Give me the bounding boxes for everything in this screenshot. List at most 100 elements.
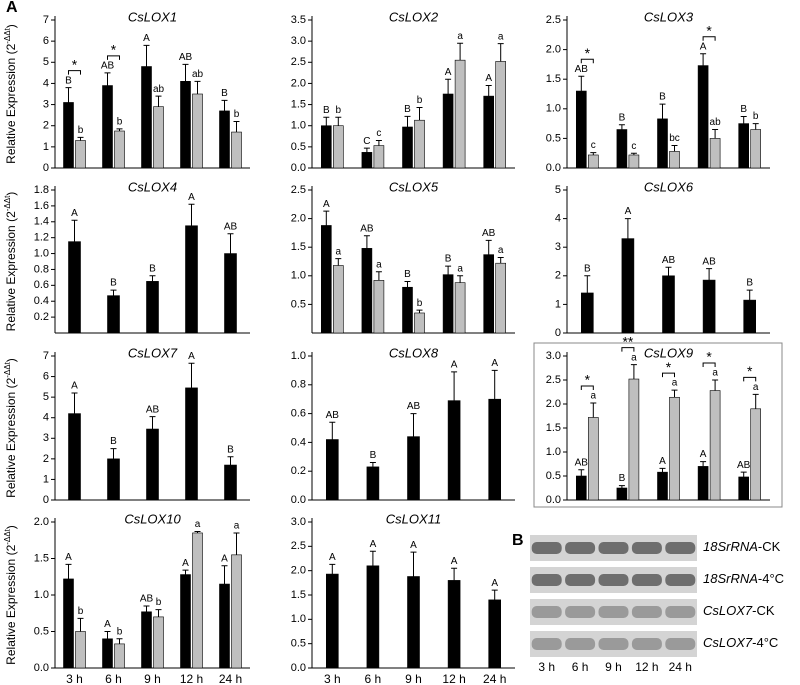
- gel-band: [665, 606, 696, 618]
- bracket: [702, 362, 716, 367]
- y-tick-label: 5: [43, 56, 49, 68]
- y-axis-label-sup: -ΔΔt: [3, 195, 12, 211]
- error-bar: [104, 631, 111, 639]
- significance-letter: b: [117, 626, 123, 637]
- error-bar: [740, 115, 747, 124]
- bar: [709, 390, 721, 501]
- bar: [141, 66, 152, 169]
- gel-band: [631, 542, 662, 554]
- bar: [114, 643, 125, 669]
- error-bar: [445, 265, 452, 275]
- significance-letter: bc: [669, 133, 680, 144]
- blot-condition: -CK: [758, 539, 781, 554]
- bar: [702, 279, 716, 334]
- error-bar: [335, 258, 342, 266]
- bracket: [702, 36, 716, 41]
- significance-letter: A: [104, 619, 111, 630]
- significance-letter: A: [65, 552, 72, 563]
- bar: [402, 286, 413, 334]
- error-bar: [194, 80, 201, 94]
- significance-letter: A: [491, 578, 498, 589]
- chart-title: CsLOX3: [644, 9, 694, 24]
- significance-letter: a: [498, 31, 504, 42]
- blot-condition: -CK: [752, 603, 775, 618]
- significance-letter: AB: [146, 404, 160, 415]
- y-tick-label: 1: [555, 298, 561, 310]
- error-bar: [416, 309, 423, 313]
- significance-letter: B: [584, 263, 591, 274]
- y-tick-label: 1.0: [34, 589, 49, 601]
- significance-star: *: [72, 56, 78, 72]
- error-bar: [485, 85, 492, 97]
- y-tick-label: 0.0: [34, 662, 49, 674]
- bar: [63, 102, 74, 169]
- error-bar: [188, 203, 195, 226]
- error-bar: [659, 467, 666, 473]
- error-bar: [752, 123, 759, 130]
- error-bar: [149, 416, 156, 430]
- y-tick-label: 1.0: [291, 613, 306, 625]
- error-bar: [65, 87, 72, 103]
- bar: [442, 274, 454, 334]
- bar: [102, 85, 113, 169]
- blot-lane-label: 3 h: [538, 660, 555, 674]
- error-bar: [188, 362, 195, 388]
- y-tick-label: 1.0: [546, 103, 561, 115]
- significance-letter: a: [591, 391, 597, 402]
- gel-band: [531, 574, 562, 586]
- x-tick-label: 12 h: [180, 672, 203, 685]
- bar: [332, 265, 344, 334]
- y-axis-label: Relative Expression (2-ΔΔt): [3, 192, 18, 332]
- significance-letter: AB: [101, 60, 115, 71]
- error-bar: [71, 219, 78, 242]
- bar: [325, 439, 339, 501]
- significance-letter: B: [746, 278, 753, 289]
- y-tick-label: 1.8: [34, 184, 49, 196]
- gel-band: [531, 606, 562, 618]
- panel-label: A: [6, 0, 18, 16]
- bar: [332, 125, 344, 169]
- y-tick-label: 0: [555, 327, 561, 339]
- significance-letter: A: [491, 358, 498, 369]
- error-bar: [77, 136, 84, 141]
- significance-letter: a: [234, 521, 240, 532]
- bar: [454, 282, 466, 334]
- error-bar: [375, 140, 382, 146]
- chart-title: CsLOX2: [389, 9, 439, 24]
- y-tick-label: 3.0: [291, 35, 306, 47]
- significance-letter: A: [71, 381, 78, 392]
- y-tick-label: 0.6: [291, 408, 306, 420]
- error-bar: [630, 364, 637, 380]
- y-tick-label: 0.0: [291, 662, 306, 674]
- significance-letter: a: [336, 246, 342, 257]
- bar: [628, 154, 640, 169]
- error-bar: [335, 116, 342, 126]
- significance-letter: B: [65, 75, 72, 86]
- y-tick-label: 1.5: [291, 241, 306, 253]
- bar: [483, 95, 495, 169]
- bar: [414, 119, 425, 169]
- y-tick-label: 0.8: [34, 263, 49, 275]
- blot-row-label: CsLOX7-4°C: [703, 635, 778, 650]
- y-axis-label-sup: -ΔΔt: [3, 528, 12, 544]
- blot-lane-label: 12 h: [635, 660, 658, 674]
- y-tick-label: 6: [43, 35, 49, 47]
- significance-letter: A: [625, 206, 632, 217]
- bar: [180, 81, 191, 169]
- y-tick-label: 1.5: [291, 98, 306, 110]
- significance-letter: A: [329, 552, 336, 563]
- y-tick-label: 1: [43, 473, 49, 485]
- y-tick-label: 0.2: [34, 311, 49, 323]
- significance-letter: a: [457, 263, 463, 274]
- x-tick-label: 6 h: [365, 672, 382, 685]
- significance-letter: B: [110, 436, 117, 447]
- bar: [616, 487, 628, 501]
- y-tick-label: 0.5: [291, 638, 306, 650]
- error-bar: [116, 128, 123, 131]
- bar: [495, 61, 507, 169]
- error-bar: [155, 95, 162, 107]
- bar: [146, 281, 159, 334]
- significance-letter: A: [188, 351, 195, 362]
- bar: [373, 280, 385, 334]
- chart-title: CsLOX8: [389, 345, 439, 360]
